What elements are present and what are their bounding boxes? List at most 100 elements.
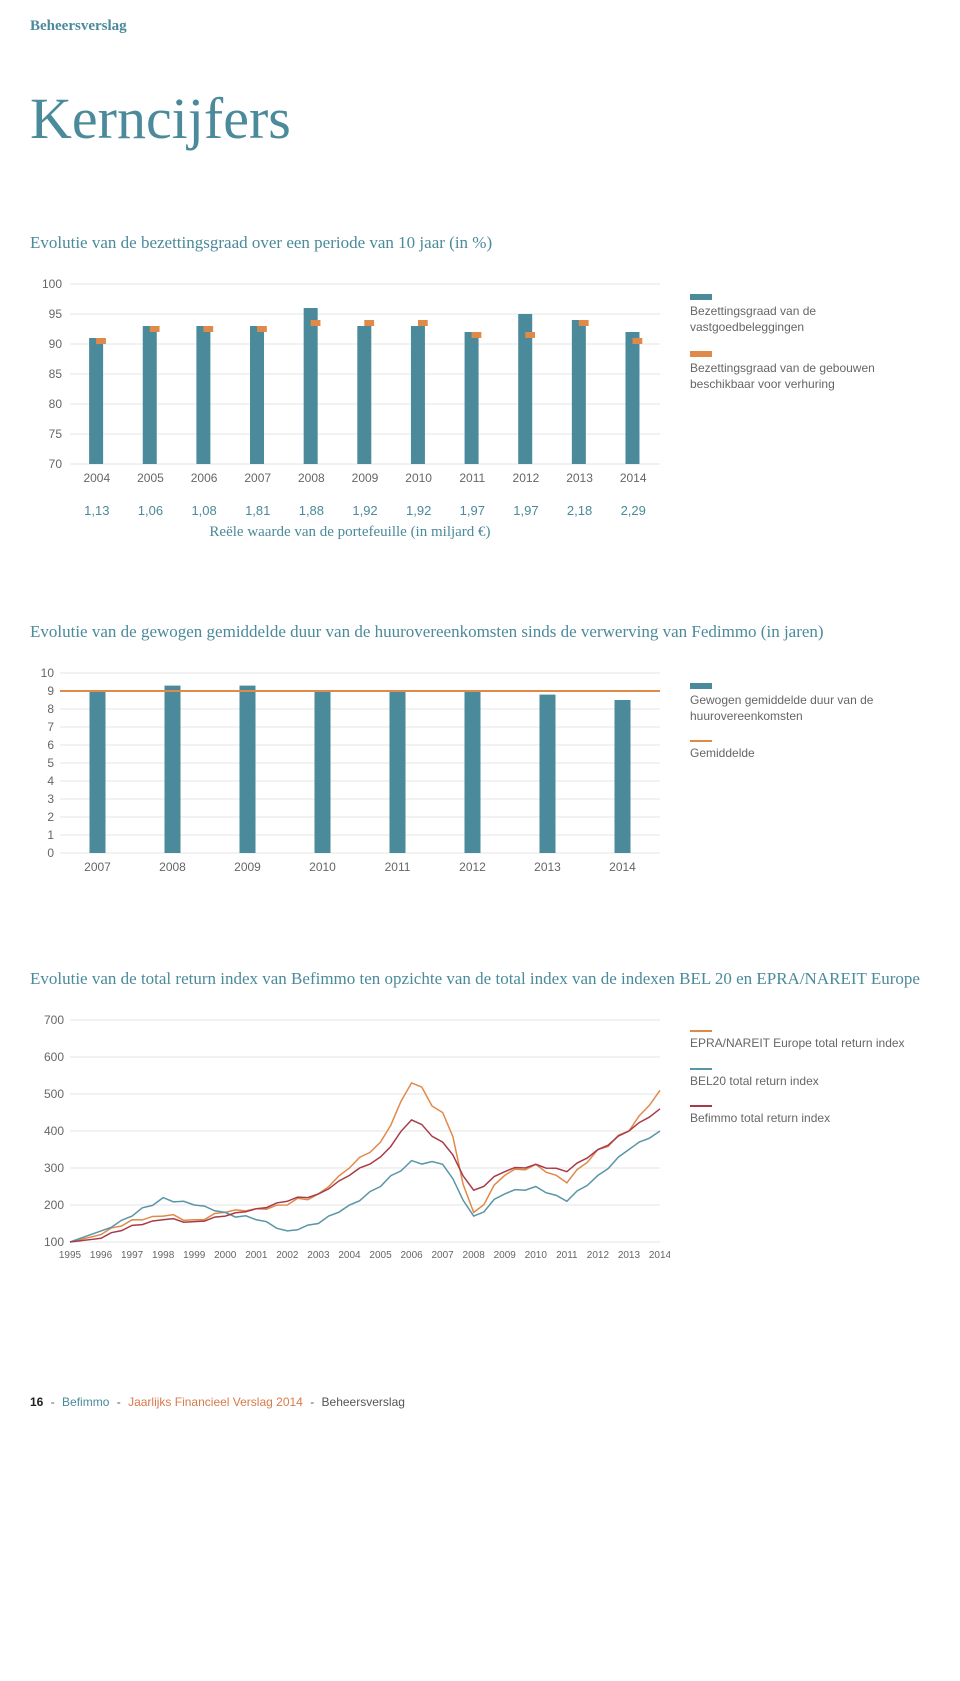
- svg-text:90: 90: [49, 337, 63, 351]
- chart1-legend: Bezettingsgraad van de vastgoedbelegging…: [670, 274, 930, 408]
- legend-item: Gemiddelde: [690, 740, 930, 762]
- svg-text:2014: 2014: [620, 471, 647, 485]
- legend-item: Bezettingsgraad van de gebouwen beschikb…: [690, 351, 930, 392]
- svg-text:7: 7: [47, 720, 54, 734]
- svg-text:95: 95: [49, 307, 63, 321]
- svg-text:700: 700: [44, 1013, 64, 1027]
- svg-text:2010: 2010: [405, 471, 432, 485]
- svg-text:10: 10: [41, 666, 55, 680]
- svg-text:2010: 2010: [525, 1250, 548, 1261]
- legend-text: Bezettingsgraad van de vastgoedbelegging…: [690, 304, 930, 335]
- svg-text:2006: 2006: [191, 471, 218, 485]
- page-title: Kerncijfers: [30, 85, 930, 152]
- chart1-value-cell: 2,29: [606, 503, 660, 518]
- legend-swatch: [690, 683, 712, 689]
- chart1-value-cell: 1,81: [231, 503, 285, 518]
- svg-text:2007: 2007: [244, 471, 271, 485]
- svg-text:2006: 2006: [400, 1250, 423, 1261]
- svg-text:2008: 2008: [298, 471, 325, 485]
- chart1-subtitle: Reële waarde van de portefeuille (in mil…: [30, 524, 670, 541]
- chart1-svg: 7075808590951002004200520062007200820092…: [30, 274, 670, 494]
- svg-text:2009: 2009: [352, 471, 379, 485]
- svg-text:2012: 2012: [513, 471, 540, 485]
- chart3-legend: EPRA/NAREIT Europe total return index BEL…: [670, 1010, 930, 1143]
- svg-text:2012: 2012: [587, 1250, 610, 1261]
- svg-text:70: 70: [49, 457, 63, 471]
- svg-text:100: 100: [44, 1235, 64, 1249]
- svg-text:2013: 2013: [618, 1250, 641, 1261]
- svg-text:1998: 1998: [152, 1250, 175, 1261]
- svg-text:2004: 2004: [338, 1250, 361, 1261]
- svg-text:75: 75: [49, 427, 63, 441]
- chart3-block: Evolutie van de total return index van B…: [30, 968, 930, 1275]
- svg-text:4: 4: [47, 774, 54, 788]
- svg-text:1997: 1997: [121, 1250, 144, 1261]
- svg-text:2003: 2003: [307, 1250, 330, 1261]
- footer-section: Beheersverslag: [322, 1395, 405, 1409]
- svg-text:2010: 2010: [309, 860, 336, 874]
- svg-text:2004: 2004: [83, 471, 110, 485]
- legend-text: Gemiddelde: [690, 746, 930, 762]
- chart1-value-cell: 2,18: [553, 503, 607, 518]
- svg-text:400: 400: [44, 1124, 64, 1138]
- svg-text:600: 600: [44, 1050, 64, 1064]
- legend-item: Gewogen gemiddelde duur van de huurovere…: [690, 683, 930, 724]
- svg-text:5: 5: [47, 756, 54, 770]
- svg-text:300: 300: [44, 1161, 64, 1175]
- chart2-title: Evolutie van de gewogen gemiddelde duur …: [30, 621, 930, 643]
- svg-text:1996: 1996: [90, 1250, 113, 1261]
- legend-text: BEL20 total return index: [690, 1074, 930, 1090]
- svg-text:2009: 2009: [494, 1250, 517, 1261]
- chart2-legend: Gewogen gemiddelde duur van de huurovere…: [670, 663, 930, 778]
- svg-text:6: 6: [47, 738, 54, 752]
- legend-item: Bezettingsgraad van de vastgoedbelegging…: [690, 294, 930, 335]
- legend-item: Befimmo total return index: [690, 1105, 930, 1127]
- chart1-value-cell: 1,92: [338, 503, 392, 518]
- legend-text: EPRA/NAREIT Europe total return index: [690, 1036, 930, 1052]
- svg-text:2007: 2007: [84, 860, 111, 874]
- chart3-title: Evolutie van de total return index van B…: [30, 968, 930, 990]
- footer-report: Jaarlijks Financieel Verslag 2014: [128, 1395, 303, 1409]
- chart3-svg: 1002003004005006007001995199619971998199…: [30, 1010, 670, 1270]
- svg-text:2008: 2008: [463, 1250, 486, 1261]
- svg-text:85: 85: [49, 367, 63, 381]
- svg-text:2007: 2007: [432, 1250, 455, 1261]
- svg-text:2000: 2000: [214, 1250, 237, 1261]
- chart1-value-cell: 1,06: [124, 503, 178, 518]
- svg-text:2005: 2005: [369, 1250, 392, 1261]
- legend-text: Bezettingsgraad van de gebouwen beschikb…: [690, 361, 930, 392]
- svg-text:2005: 2005: [137, 471, 164, 485]
- svg-text:9: 9: [47, 684, 54, 698]
- legend-text: Befimmo total return index: [690, 1111, 930, 1127]
- svg-text:2014: 2014: [609, 860, 636, 874]
- svg-text:8: 8: [47, 702, 54, 716]
- svg-text:500: 500: [44, 1087, 64, 1101]
- svg-text:2008: 2008: [159, 860, 186, 874]
- svg-text:2009: 2009: [234, 860, 261, 874]
- svg-text:2012: 2012: [459, 860, 486, 874]
- legend-line-swatch: [690, 740, 712, 742]
- legend-line-swatch: [690, 1068, 712, 1070]
- chart2-block: Evolutie van de gewogen gemiddelde duur …: [30, 621, 930, 888]
- chart1-value-cell: 1,92: [392, 503, 446, 518]
- svg-text:3: 3: [47, 792, 54, 806]
- chart1-title: Evolutie van de bezettingsgraad over een…: [30, 232, 930, 254]
- svg-text:1999: 1999: [183, 1250, 206, 1261]
- page-footer: 16 - Befimmo - Jaarlijks Financieel Vers…: [30, 1395, 930, 1409]
- svg-text:2011: 2011: [385, 860, 411, 874]
- chart1-block: Evolutie van de bezettingsgraad over een…: [30, 232, 930, 541]
- legend-line-swatch: [690, 1105, 712, 1107]
- chart1-value-row: 1,131,061,081,811,881,921,921,971,972,18…: [30, 503, 670, 518]
- chart1-value-cell: 1,97: [499, 503, 553, 518]
- legend-text: Gewogen gemiddelde duur van de huurovere…: [690, 693, 930, 724]
- legend-item: EPRA/NAREIT Europe total return index: [690, 1030, 930, 1052]
- chart1-value-cell: 1,88: [285, 503, 339, 518]
- chart2-svg: 0123456789102007200820092010201120122013…: [30, 663, 670, 883]
- svg-text:2001: 2001: [245, 1250, 268, 1261]
- svg-text:2011: 2011: [556, 1250, 578, 1261]
- footer-brand: Befimmo: [62, 1395, 109, 1409]
- page-number: 16: [30, 1395, 43, 1409]
- svg-text:2014: 2014: [649, 1250, 670, 1261]
- svg-text:2013: 2013: [566, 471, 593, 485]
- svg-text:1: 1: [47, 828, 54, 842]
